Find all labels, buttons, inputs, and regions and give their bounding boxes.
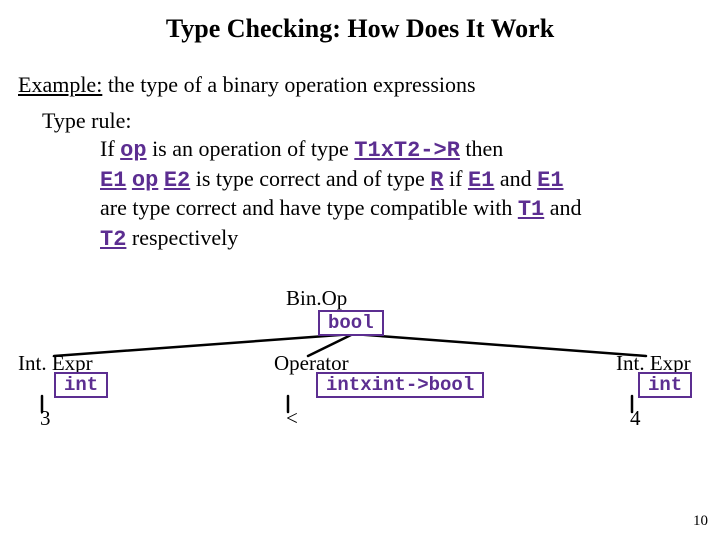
- rule-text: and: [544, 195, 581, 220]
- leaf-4: 4: [630, 406, 641, 431]
- code-t2: T2: [100, 227, 126, 252]
- type-box-int-right: int: [638, 372, 692, 398]
- code-op: op: [120, 138, 146, 163]
- rule-text: is type correct and of type: [190, 166, 430, 191]
- code-e2: E2: [164, 168, 190, 193]
- code-r: R: [430, 168, 443, 193]
- type-box-bool: bool: [318, 310, 384, 336]
- page-number: 10: [693, 513, 708, 530]
- leaf-lt: <: [286, 406, 298, 431]
- code-op: op: [132, 168, 158, 193]
- type-rule-head: Type rule:: [42, 108, 131, 134]
- rule-text: respectively: [126, 225, 238, 250]
- code-e1: E1: [468, 168, 494, 193]
- type-rule-body: If op is an operation of type T1xT2->R t…: [100, 135, 582, 253]
- code-t1: T1: [518, 197, 544, 222]
- code-e1: E1: [100, 168, 126, 193]
- example-line: Example: the type of a binary operation …: [18, 72, 476, 98]
- rule-text: If: [100, 136, 120, 161]
- rule-text: is an operation of type: [147, 136, 355, 161]
- page-title: Type Checking: How Does It Work: [0, 0, 720, 44]
- code-e1b: E1: [537, 168, 563, 193]
- leaf-3: 3: [40, 406, 51, 431]
- node-binop: Bin.Op: [286, 286, 347, 311]
- parse-tree-diagram: Bin.Op bool Int. Expr int 3 Operator int…: [18, 286, 702, 496]
- rule-text: if: [444, 166, 468, 191]
- type-box-int-left: int: [54, 372, 108, 398]
- rule-text: and: [494, 166, 537, 191]
- type-box-fn: intxint->bool: [316, 372, 484, 398]
- code-fn-type: T1xT2->R: [354, 138, 460, 163]
- example-rest: the type of a binary operation expressio…: [102, 72, 475, 97]
- rule-text: then: [460, 136, 503, 161]
- rule-text: are type correct and have type compatibl…: [100, 195, 518, 220]
- example-label: Example:: [18, 72, 102, 97]
